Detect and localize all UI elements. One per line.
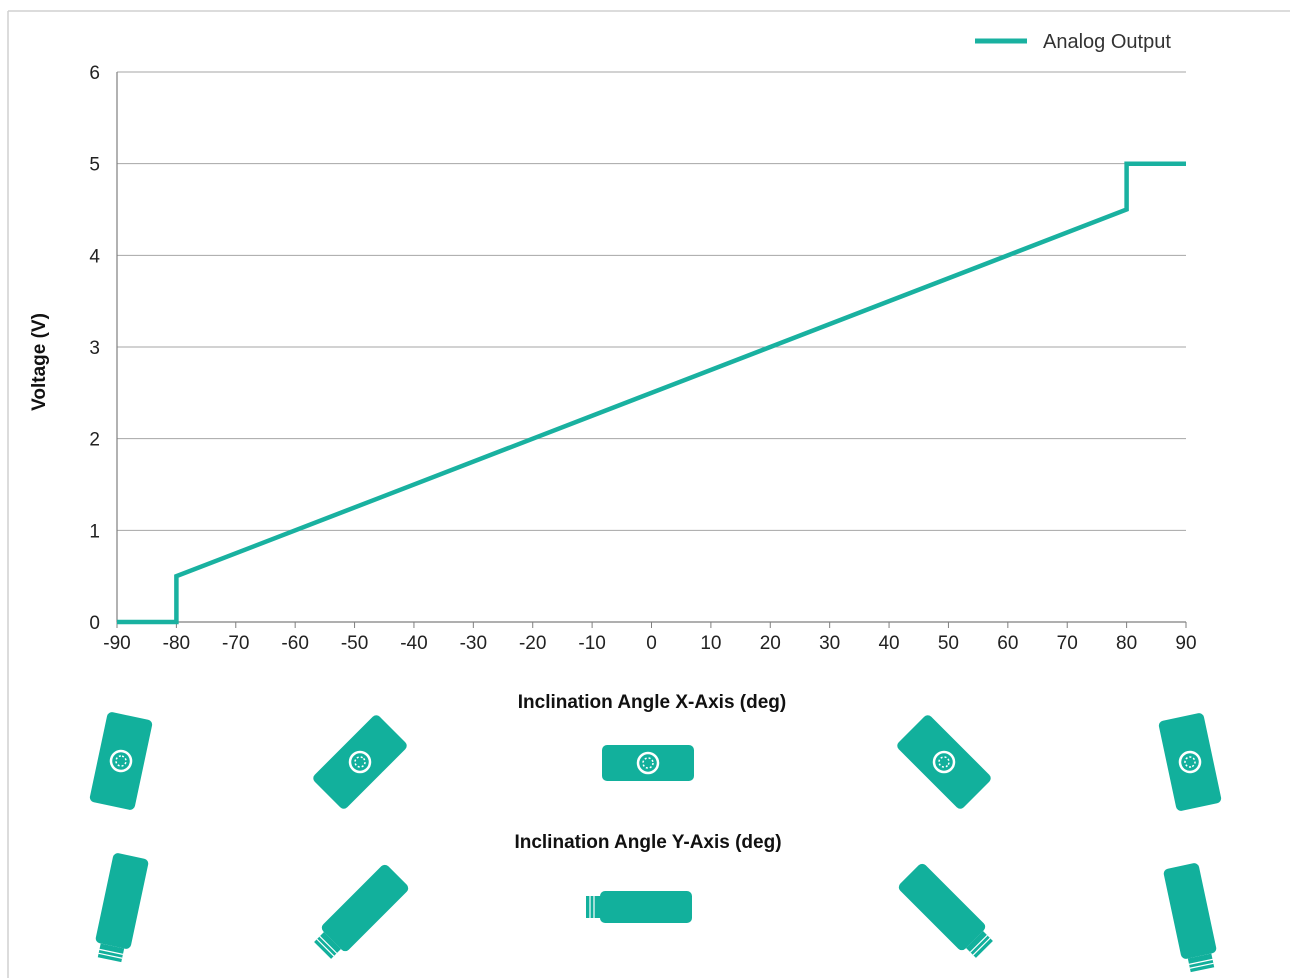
sensor-side-icon [1163,863,1217,973]
x-tick-label: 90 [1175,633,1196,654]
y-tick-labels: 0 1 2 3 4 5 6 [89,63,100,634]
y-axis-title: Voltage (V) [29,313,50,411]
x-tick-label: 30 [819,633,840,654]
x-tick-label: 0 [646,633,657,654]
x-tick-label: -70 [222,633,249,654]
y-axis-orientation-icons [95,853,1217,973]
y-tick-label: 0 [89,613,100,634]
legend: Analog Output [975,31,1171,53]
y-axis-orientation-title: Inclination Angle Y-Axis (deg) [514,832,781,853]
x-tick-label: 40 [878,633,899,654]
x-tick-label: -80 [163,633,190,654]
y-tick-label: 4 [89,246,100,267]
x-tick-label: 60 [997,633,1018,654]
x-tick-label: -90 [103,633,130,654]
sensor-front-icon [897,715,991,809]
sensor-side-icon [314,864,409,959]
x-tick-label: 70 [1057,633,1078,654]
x-tick-labels: -90 -80 -70 -60 -50 -40 -30 -20 -10 0 10 20 30 40 50 60… [103,633,1196,654]
sensor-front-icon [1158,713,1222,811]
sensor-side-icon [586,891,692,923]
y-tick-label: 6 [89,63,100,84]
sensor-front-icon [89,712,153,810]
sensor-side-icon [898,863,993,958]
x-tick-label: -40 [400,633,427,654]
x-axis-title: Inclination Angle X-Axis (deg) [518,692,786,713]
x-tick-label: 20 [760,633,781,654]
x-tick-label: 80 [1116,633,1137,654]
x-axis-orientation-icons [89,712,1222,811]
y-tick-label: 3 [89,338,100,359]
y-tick-label: 2 [89,430,100,451]
series-lines [117,161,1186,625]
x-tick-label: -30 [460,633,487,654]
x-tick-label: 10 [700,633,721,654]
x-tick-label: -50 [341,633,368,654]
sensor-side-icon [95,853,149,963]
x-tick-label: 50 [938,633,959,654]
x-tick-label: -20 [519,633,546,654]
sensor-front-icon [313,715,407,809]
gridlines [117,71,1186,531]
sensor-front-icon [602,745,694,781]
axes [116,72,1187,628]
y-tick-label: 1 [89,521,100,542]
y-tick-label: 5 [89,155,100,176]
legend-label-analog-output: Analog Output [1043,31,1171,53]
series-line-analog-output [117,161,1186,625]
x-tick-label: -60 [281,633,308,654]
x-tick-label: -10 [578,633,605,654]
